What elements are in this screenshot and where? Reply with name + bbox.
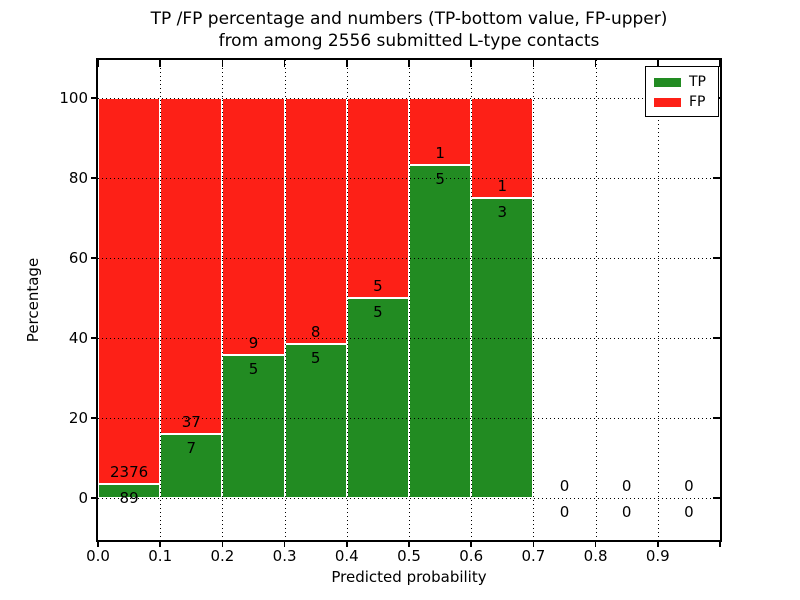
x-tick-label: 0.1 xyxy=(148,547,173,565)
y-axis-label: Percentage xyxy=(24,257,42,343)
fp-count-label: 1 xyxy=(497,177,508,195)
x-axis-tick xyxy=(283,540,286,547)
tp-count-label: 0 xyxy=(559,503,570,521)
fp-count-label: 9 xyxy=(248,334,259,353)
bar-labels-layer: 2376 89 37 7 9 5 8 5 5 5 1 5 1 3 0 0 0 0 0 0 xyxy=(98,60,720,540)
x-tick-label: 0.9 xyxy=(645,547,670,565)
tp-count-label: 89 xyxy=(119,488,139,507)
legend-label-tp: TP xyxy=(689,74,706,90)
legend-entry-fp: FP xyxy=(646,92,718,112)
tp-count-label: 5 xyxy=(435,169,445,188)
fp-count-label: 37 xyxy=(181,413,201,432)
vertical-gridline xyxy=(595,60,597,540)
fp-count-label: 5 xyxy=(373,277,383,295)
x-tick-label: 0.0 xyxy=(86,547,110,565)
x-axis-top-tick xyxy=(97,60,99,67)
tp-count-label: 5 xyxy=(310,349,321,368)
fp-count-label: 0 xyxy=(559,477,570,495)
x-axis-tick xyxy=(346,540,348,547)
horizontal-gridline xyxy=(98,498,720,499)
x-axis-tick xyxy=(97,540,99,547)
plot-area: 2376 89 37 7 9 5 8 5 5 5 1 5 1 3 0 0 0 0 0 0 xyxy=(96,58,722,542)
vertical-gridline xyxy=(533,60,535,540)
tp-bar-segment xyxy=(409,164,472,498)
y-axis-tick xyxy=(91,257,98,259)
fp-bar-segment xyxy=(284,98,347,345)
y-tick-label: 100 xyxy=(59,89,88,107)
tp-bar-segment xyxy=(98,483,161,498)
x-axis-tick xyxy=(657,540,659,547)
x-tick-label: 0.8 xyxy=(583,547,608,565)
gridlines-layer xyxy=(98,60,720,540)
x-axis-tick xyxy=(470,540,472,547)
fp-bar-segment xyxy=(160,98,223,435)
tp-count-label: 5 xyxy=(248,360,259,379)
vertical-gridline xyxy=(346,60,348,540)
fp-bar-segment xyxy=(98,98,161,484)
y-tick-label: 80 xyxy=(68,169,88,187)
vertical-gridline xyxy=(284,60,286,540)
vertical-gridline xyxy=(471,60,473,540)
x-axis-tick xyxy=(594,540,597,547)
legend-label-fp: FP xyxy=(689,94,706,110)
x-axis-tick xyxy=(221,540,224,547)
x-axis-tick xyxy=(719,540,721,547)
horizontal-gridline xyxy=(98,98,720,99)
y-tick-label: 0 xyxy=(78,489,88,507)
fp-count-label: 0 xyxy=(621,477,632,495)
fp-bar-segment xyxy=(346,98,409,298)
x-axis-tick xyxy=(159,540,161,547)
y-tick-label: 60 xyxy=(68,249,88,267)
x-axis-tick xyxy=(532,540,535,547)
horizontal-gridline xyxy=(98,178,720,179)
tp-count-label: 0 xyxy=(621,503,632,521)
horizontal-gridline xyxy=(98,258,720,259)
y-tick-label: 40 xyxy=(68,329,88,347)
y-axis-tick xyxy=(91,177,98,179)
y-axis-tick xyxy=(91,417,98,419)
tp-count-label: 3 xyxy=(497,203,508,221)
y-axis-tick xyxy=(91,497,98,499)
horizontal-gridline xyxy=(98,418,720,419)
fp-count-label: 1 xyxy=(435,143,445,162)
y-axis-tick xyxy=(91,337,98,339)
vertical-gridline xyxy=(409,60,410,540)
fp-count-label: 8 xyxy=(310,323,321,342)
bars-layer xyxy=(98,60,720,540)
tp-count-label: 7 xyxy=(186,439,197,458)
legend: TP FP xyxy=(645,66,719,117)
legend-entry-tp: TP xyxy=(646,72,718,92)
x-tick-label: 0.3 xyxy=(272,547,297,565)
y-tick-label: 20 xyxy=(68,409,88,427)
chart-title-line1: TP /FP percentage and numbers (TP-bottom… xyxy=(150,9,668,29)
tp-swatch xyxy=(654,77,681,87)
horizontal-gridline xyxy=(98,338,720,339)
vertical-gridline xyxy=(657,60,659,540)
tp-bar-segment xyxy=(160,434,223,498)
tp-count-label: 0 xyxy=(684,503,694,521)
x-tick-label: 0.7 xyxy=(521,547,546,565)
x-axis-label: Predicted probability xyxy=(331,568,487,586)
tp-count-label: 5 xyxy=(373,303,383,321)
vertical-gridline xyxy=(222,60,224,540)
fp-count-label: 2376 xyxy=(110,462,149,481)
tp-bar-segment xyxy=(471,198,534,498)
vertical-gridline xyxy=(160,60,162,540)
x-axis-tick xyxy=(408,540,410,547)
chart-title-line2: from among 2556 submitted L-type contact… xyxy=(218,31,600,51)
x-tick-label: 0.4 xyxy=(334,547,359,565)
fp-swatch xyxy=(654,97,681,107)
fp-count-label: 0 xyxy=(684,477,694,495)
x-tick-label: 0.5 xyxy=(397,547,421,565)
x-tick-label: 0.2 xyxy=(210,547,235,565)
y-axis-tick xyxy=(91,97,98,99)
x-tick-label: 0.6 xyxy=(459,547,484,565)
